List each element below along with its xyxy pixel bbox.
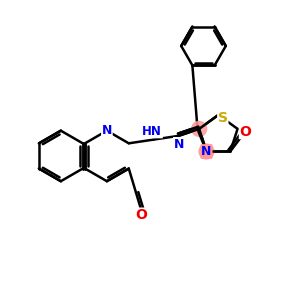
Circle shape [199, 144, 214, 159]
Text: O: O [239, 124, 251, 139]
Text: HN: HN [142, 125, 162, 138]
Text: N: N [174, 138, 184, 151]
Text: N: N [102, 124, 112, 137]
Text: N: N [201, 145, 212, 158]
Circle shape [192, 122, 207, 136]
Text: S: S [218, 111, 228, 125]
Text: N: N [201, 145, 212, 158]
Text: O: O [135, 208, 147, 222]
